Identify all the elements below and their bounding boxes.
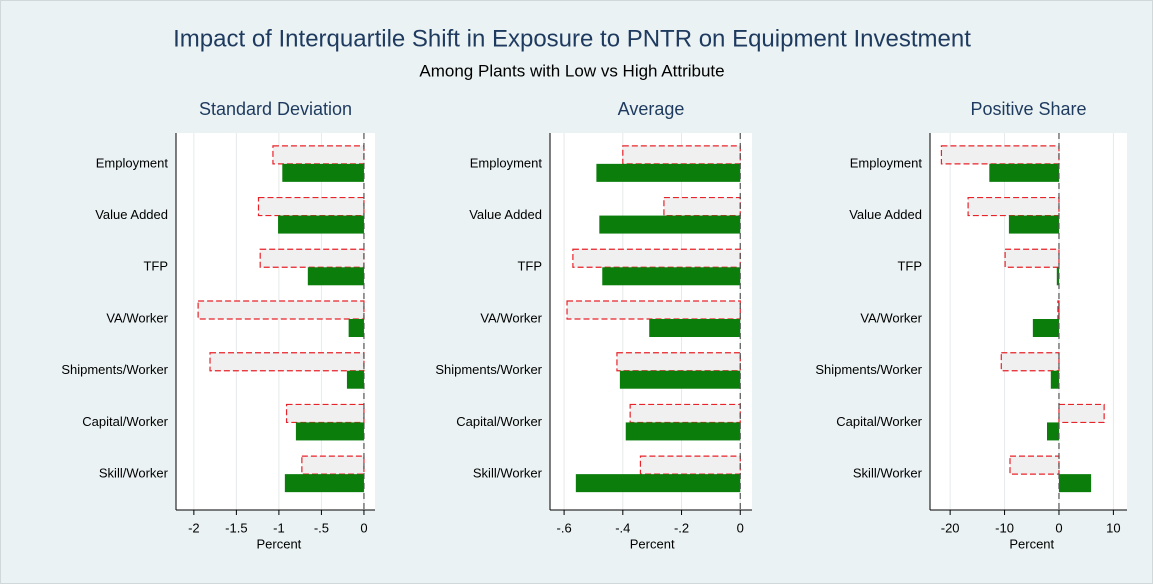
bar [940,145,1060,165]
x-tick-label: -1.5 [225,520,247,535]
y-tick-label: Employment [96,155,169,170]
bar [259,248,365,268]
y-tick-label: Capital/Worker [836,414,922,429]
chart-title: Impact of Interquartile Shift in Exposur… [173,25,971,52]
x-axis-label: Percent [1009,536,1054,551]
bar [1032,319,1059,337]
bar [566,300,741,320]
y-tick-label: VA/Worker [106,310,168,325]
bar [295,422,364,441]
y-tick-label: Employment [470,155,543,170]
x-tick-label: -2 [188,520,200,535]
x-tick-label: -.2 [674,520,689,535]
y-tick-label: VA/Worker [480,310,542,325]
panel-title: Average [618,99,685,119]
y-tick-label: Employment [850,155,923,170]
x-tick-label: 0 [1055,520,1062,535]
bar [572,248,741,268]
bar [282,163,364,182]
bar [272,145,365,165]
x-tick-label: 10 [1106,520,1120,535]
bar [257,196,365,217]
chart-subtitle: Among Plants with Low vs High Attribute [419,61,724,80]
x-axis-label: Percent [256,536,301,551]
x-axis-label: Percent [630,536,675,551]
y-tick-label: TFP [517,259,542,274]
bar [596,163,741,182]
bar [1058,403,1105,424]
bar [348,319,364,337]
y-tick-label: Shipments/Worker [61,362,168,377]
bar [639,455,741,475]
bar [346,370,364,389]
bar [1009,455,1060,475]
bar [1000,352,1060,372]
bar [1008,215,1059,234]
bar [599,215,741,234]
bar [1056,267,1059,286]
bar [575,474,741,493]
x-tick-label: -1 [273,520,285,535]
x-tick-label: -.5 [314,520,329,535]
bar [285,403,365,424]
y-tick-label: TFP [897,259,922,274]
bar [307,267,364,286]
x-tick-label: 0 [737,520,744,535]
y-tick-label: Capital/Worker [82,414,168,429]
bar [278,215,364,234]
bar [197,300,365,320]
bar [619,370,741,389]
bar [663,196,741,217]
x-tick-label: -.4 [615,520,630,535]
bar [967,196,1060,217]
bar [209,352,365,372]
x-tick-label: -.6 [557,520,572,535]
bar [301,455,365,475]
bar [1058,474,1092,493]
bar [602,267,741,286]
bar [616,352,741,372]
plot-area [930,133,1127,510]
panel-title: Positive Share [970,99,1086,119]
y-tick-label: Capital/Worker [456,414,542,429]
bar [989,163,1059,182]
y-tick-label: Shipments/Worker [815,362,922,377]
y-tick-label: Value Added [95,207,168,222]
bar [649,319,741,337]
bar [629,403,741,424]
bar [1004,248,1060,268]
y-tick-label: Skill/Worker [853,466,923,481]
y-tick-label: Skill/Worker [473,466,543,481]
bar [625,422,741,441]
x-tick-label: -20 [941,520,960,535]
y-tick-label: VA/Worker [860,310,922,325]
plot-area [176,133,375,510]
y-tick-label: Skill/Worker [99,466,169,481]
bar [622,145,741,165]
x-tick-label: -10 [995,520,1014,535]
y-tick-label: Shipments/Worker [435,362,542,377]
bar [1047,422,1059,441]
panel-title: Standard Deviation [199,99,352,119]
bar [1050,370,1059,389]
x-tick-label: 0 [360,520,367,535]
y-tick-label: TFP [143,259,168,274]
y-tick-label: Value Added [469,207,542,222]
bar [284,474,364,493]
y-tick-label: Value Added [849,207,922,222]
